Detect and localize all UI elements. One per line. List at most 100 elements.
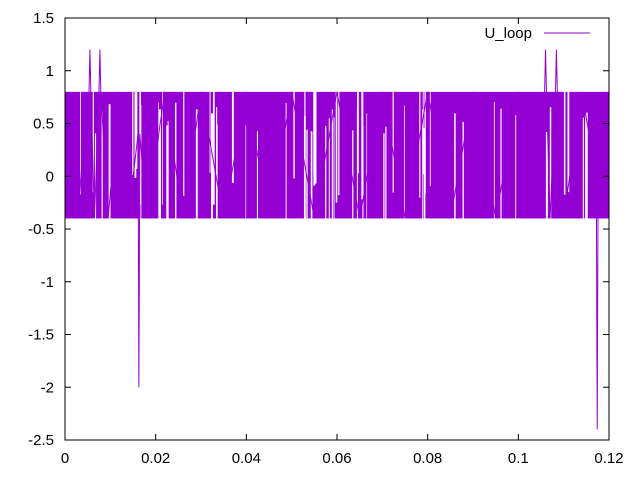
band-gap <box>352 130 354 219</box>
band-gap <box>209 91 211 173</box>
data-point <box>89 91 90 92</box>
band-gap <box>585 114 587 219</box>
band-gap <box>366 113 368 219</box>
data-point <box>536 218 537 219</box>
band-gap <box>338 91 340 196</box>
data-point <box>137 134 138 135</box>
band-gap <box>159 109 161 219</box>
y-tick-label: -2 <box>41 379 54 396</box>
x-tick-label: 0 <box>61 450 69 467</box>
band-gap <box>385 126 387 219</box>
band-gap <box>304 91 306 189</box>
band-gap <box>328 118 330 219</box>
data-point <box>473 91 474 92</box>
data-point <box>563 218 564 219</box>
data-point <box>74 91 75 92</box>
band-gap <box>500 108 502 219</box>
data-point <box>550 218 551 219</box>
series-line-u-loop <box>64 49 610 430</box>
band-gap <box>285 102 287 219</box>
band-gap <box>135 91 138 169</box>
data-point <box>405 218 406 219</box>
y-tick-label: -2.5 <box>28 432 54 449</box>
band-gap <box>356 109 358 219</box>
band-gap <box>545 131 548 219</box>
band-gap <box>549 107 552 219</box>
band-gap <box>166 125 168 219</box>
x-tick-label: 0.1 <box>508 450 529 467</box>
legend: U_loop <box>484 25 590 42</box>
data-point <box>359 218 360 219</box>
data-point <box>89 49 90 50</box>
data-point <box>201 91 202 92</box>
band-gap <box>216 124 218 219</box>
band-gap <box>293 91 295 179</box>
data-point <box>337 91 338 92</box>
data-point <box>119 91 120 92</box>
band-gap <box>245 125 247 219</box>
band-gap <box>310 131 313 219</box>
y-tick-label: 0.5 <box>33 116 54 133</box>
x-tick-label: 0.04 <box>232 450 261 467</box>
band-gap <box>422 109 423 219</box>
data-point <box>291 91 292 92</box>
data-point <box>90 91 91 92</box>
band-gap <box>403 105 405 219</box>
band-gap <box>333 117 335 219</box>
band-gap <box>331 109 334 219</box>
data-point <box>182 218 183 219</box>
data-point <box>138 387 139 388</box>
data-point <box>546 91 547 92</box>
y-tick-label: -0.5 <box>28 221 54 238</box>
band-gap <box>134 91 137 178</box>
band-gap <box>314 91 317 184</box>
data-point <box>99 49 100 50</box>
band-gap <box>80 91 81 195</box>
band-gap <box>306 129 308 219</box>
band-gap <box>429 91 431 187</box>
band-gap <box>361 91 364 200</box>
data-point <box>246 91 247 92</box>
data-point <box>146 218 147 219</box>
data-point <box>581 91 582 92</box>
x-tick-label: 0.08 <box>413 450 442 467</box>
band-gap <box>422 91 424 175</box>
data-point <box>128 218 129 219</box>
x-axis: 0 0.02 0.04 0.06 0.08 0.1 0.12 <box>61 18 624 467</box>
band-gap <box>167 120 169 219</box>
band-gap <box>419 91 421 198</box>
band-gap <box>383 133 385 219</box>
band-gap <box>211 113 213 219</box>
data-point <box>597 429 598 430</box>
band-gap <box>462 121 464 219</box>
y-tick-label: 1.5 <box>33 10 54 27</box>
data-point <box>99 91 100 92</box>
band-gap <box>582 117 584 219</box>
band-gap <box>335 91 338 203</box>
band-gap <box>108 104 111 219</box>
data-point <box>545 49 546 50</box>
band-gap <box>162 91 163 205</box>
x-tick-label: 0.06 <box>322 450 351 467</box>
data-point <box>450 218 451 219</box>
y-tick-label: 1 <box>46 63 54 80</box>
band-gap <box>454 113 456 219</box>
data-point <box>108 218 109 219</box>
data-point <box>269 218 270 219</box>
band-gap <box>313 91 315 172</box>
data-point <box>83 218 84 219</box>
band-gap <box>195 109 198 219</box>
legend-label: U_loop <box>484 25 532 42</box>
band-gap <box>101 111 103 219</box>
band-gap <box>231 91 234 183</box>
band-gap <box>132 91 134 175</box>
band-gap <box>175 102 177 219</box>
band-gap <box>183 91 185 196</box>
data-point <box>557 91 558 92</box>
data-point <box>604 91 605 92</box>
data-point <box>223 218 224 219</box>
data-point <box>518 91 519 92</box>
band-gap <box>92 91 94 193</box>
